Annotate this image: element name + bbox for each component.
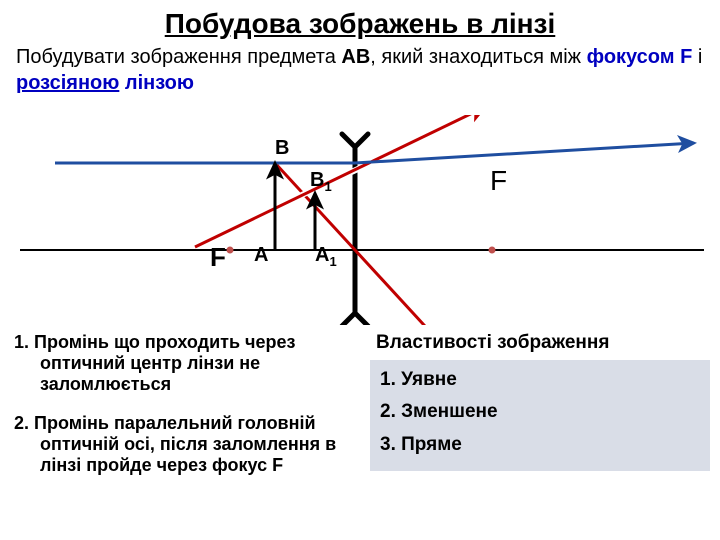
- subtitle: Побудувати зображення предмета АВ, який …: [0, 40, 720, 96]
- rays-description: 1. Промінь що проходить через оптичний ц…: [14, 332, 359, 476]
- diagram-svg: [0, 115, 720, 325]
- ray2-lead: 2. Промінь паралельний головній: [14, 413, 359, 434]
- subtitle-ab: АВ: [341, 46, 370, 68]
- ray1-lead: 1. Промінь що проходить через: [14, 332, 359, 353]
- label-F-left: F: [210, 242, 226, 273]
- subtitle-focus: фокусом F: [587, 46, 693, 68]
- image-properties: Властивості зображення 1. Уявне 2. Зменш…: [370, 332, 710, 471]
- label-F-right: F: [490, 165, 507, 197]
- props-box: 1. Уявне 2. Зменшене 3. Пряме: [370, 360, 710, 471]
- subtitle-lens: розсіяною: [16, 72, 119, 94]
- ray-1-text: 1. Промінь що проходить через оптичний ц…: [14, 332, 359, 395]
- subtitle-p5: і: [692, 46, 702, 68]
- label-A: А: [254, 244, 268, 267]
- prop-1: 1. Уявне: [380, 364, 700, 396]
- prop-3: 3. Пряме: [380, 429, 700, 461]
- subtitle-p7: лінзою: [119, 72, 194, 94]
- subtitle-p1: Побудувати зображення предмета: [16, 46, 341, 68]
- props-heading: Властивості зображення: [370, 332, 710, 354]
- optics-diagram: В В1 А А1 F F: [0, 115, 720, 325]
- label-B: В: [275, 137, 289, 160]
- ray2-rest: оптичній осі, після заломлення в лінзі п…: [14, 434, 359, 476]
- ray-2-text: 2. Промінь паралельний головній оптичній…: [14, 413, 359, 476]
- bottom-area: 1. Промінь що проходить через оптичний ц…: [0, 332, 720, 540]
- label-A1: А1: [315, 244, 337, 269]
- prop-2: 2. Зменшене: [380, 396, 700, 428]
- page-title: Побудова зображень в лінзі: [0, 0, 720, 40]
- label-B1: В1: [310, 169, 332, 194]
- ray1-rest: оптичний центр лінзи не заломлюється: [14, 353, 359, 395]
- subtitle-p3: , який знаходиться між: [370, 46, 586, 68]
